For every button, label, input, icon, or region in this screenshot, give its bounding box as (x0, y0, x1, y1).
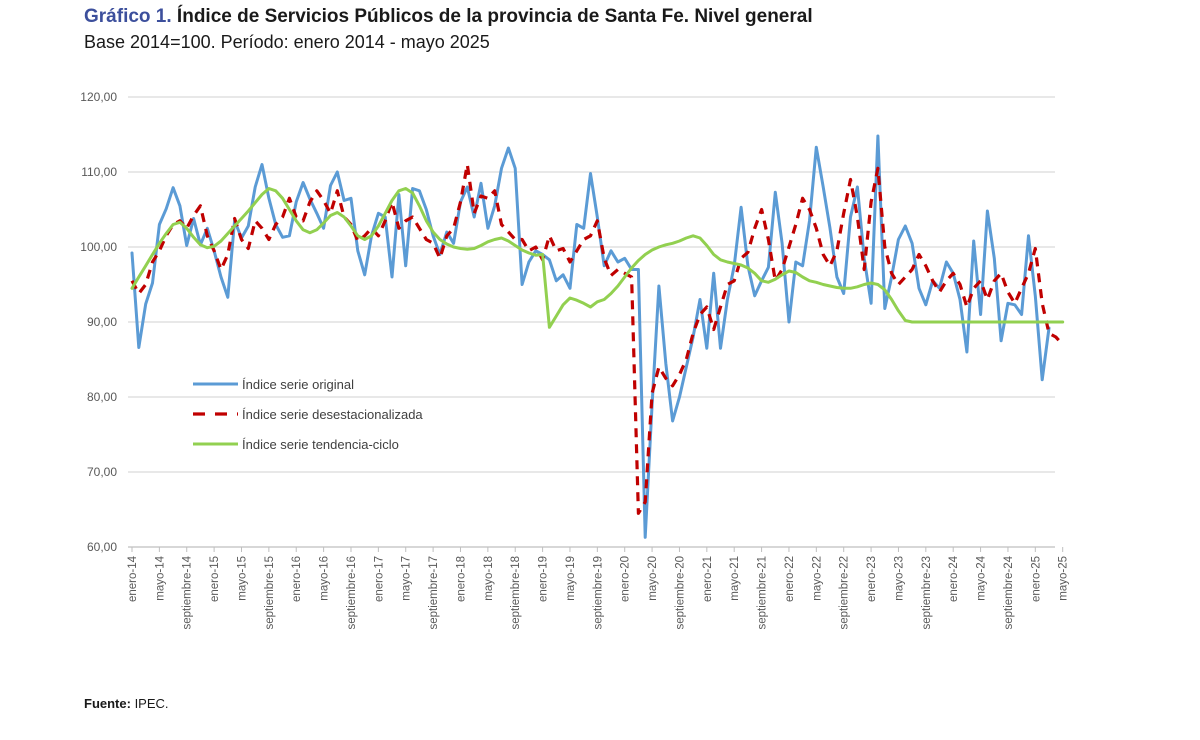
grid-lines (128, 96, 1055, 473)
y-tick-label: 60,00 (87, 540, 117, 554)
y-tick-label: 110,00 (81, 165, 117, 179)
chart-title-text: Índice de Servicios Públicos de la provi… (171, 6, 813, 27)
chart-title: Gráfico 1. Índice de Servicios Públicos … (84, 6, 813, 28)
x-tick-label: septiembre-20 (674, 556, 686, 630)
legend-label: Índice serie tendencia-ciclo (242, 437, 399, 452)
x-tick-label: mayo-17 (401, 556, 413, 601)
legend: Índice serie original Índice serie desest… (193, 377, 423, 452)
x-tick-label: septiembre-18 (510, 556, 522, 630)
x-tick-label: septiembre-16 (346, 556, 358, 630)
series-tendencia-ciclo-line (130, 187, 1065, 329)
y-tick-label: 100,00 (80, 240, 117, 254)
chart-subtitle: Base 2014=100. Período: enero 2014 - may… (84, 32, 490, 52)
legend-label: Índice serie desestacionalizada (242, 407, 423, 422)
y-tick-label: 90,00 (87, 315, 117, 329)
y-axis-ticks: 60,00 70,00 80,00 90,00 100,00 110,00 120,00 (80, 90, 117, 554)
series-original-line (130, 134, 1051, 539)
source-label: Fuente: (84, 696, 131, 711)
x-tick-label: mayo-18 (483, 556, 495, 601)
y-tick-label: 80,00 (87, 390, 117, 404)
x-tick-label: mayo-24 (976, 555, 988, 600)
x-tick-label: enero-19 (538, 556, 550, 602)
x-tick-label: enero-15 (209, 556, 221, 602)
x-tick-label: mayo-25 (1058, 556, 1070, 601)
x-tick-label: enero-17 (373, 556, 385, 602)
y-tick-label: 70,00 (87, 465, 117, 479)
x-tick-label: mayo-15 (236, 556, 248, 601)
x-tick-label: mayo-21 (729, 556, 741, 601)
x-tick-label: septiembre-24 (1003, 555, 1015, 629)
x-tick-label: enero-22 (784, 556, 796, 602)
x-tick-label: enero-23 (866, 556, 878, 602)
source-value: IPEC. (130, 696, 169, 711)
legend-label: Índice serie original (242, 377, 354, 392)
x-tick-label: enero-25 (1030, 556, 1042, 602)
x-tick-label: septiembre-15 (264, 556, 276, 630)
x-tick-label: enero-20 (620, 556, 632, 602)
x-tick-label: enero-18 (455, 556, 467, 602)
x-tick-label: septiembre-17 (428, 556, 440, 630)
x-tick-label: mayo-16 (319, 556, 331, 601)
x-tick-label: mayo-22 (811, 556, 823, 601)
series-group (130, 134, 1065, 539)
x-tick-label: mayo-20 (647, 556, 659, 601)
chart-title-lead: Gráfico 1. (84, 6, 172, 27)
x-tick-label: mayo-14 (154, 555, 166, 600)
x-tick-label: enero-21 (702, 556, 714, 602)
x-tick-label: septiembre-21 (757, 556, 769, 630)
x-tick-label: mayo-19 (565, 556, 577, 601)
x-tick-label: mayo-23 (893, 556, 905, 601)
y-tick-label: 120,00 (80, 90, 117, 104)
x-tick-label: septiembre-19 (592, 556, 604, 630)
series-desestacionalizada-line (130, 162, 1064, 515)
x-tick-label: septiembre-22 (839, 556, 851, 630)
x-tick-label: septiembre-23 (921, 556, 933, 630)
x-tick-label: enero-24 (948, 555, 960, 602)
source-note: Fuente: IPEC. (84, 696, 169, 711)
x-tick-label: enero-16 (291, 556, 303, 602)
x-tick-label: enero-14 (127, 555, 139, 602)
x-axis: enero-14 mayo-14 septiembre-14 enero-15 mayo… (127, 546, 1070, 630)
x-tick-label: septiembre-14 (182, 555, 194, 629)
